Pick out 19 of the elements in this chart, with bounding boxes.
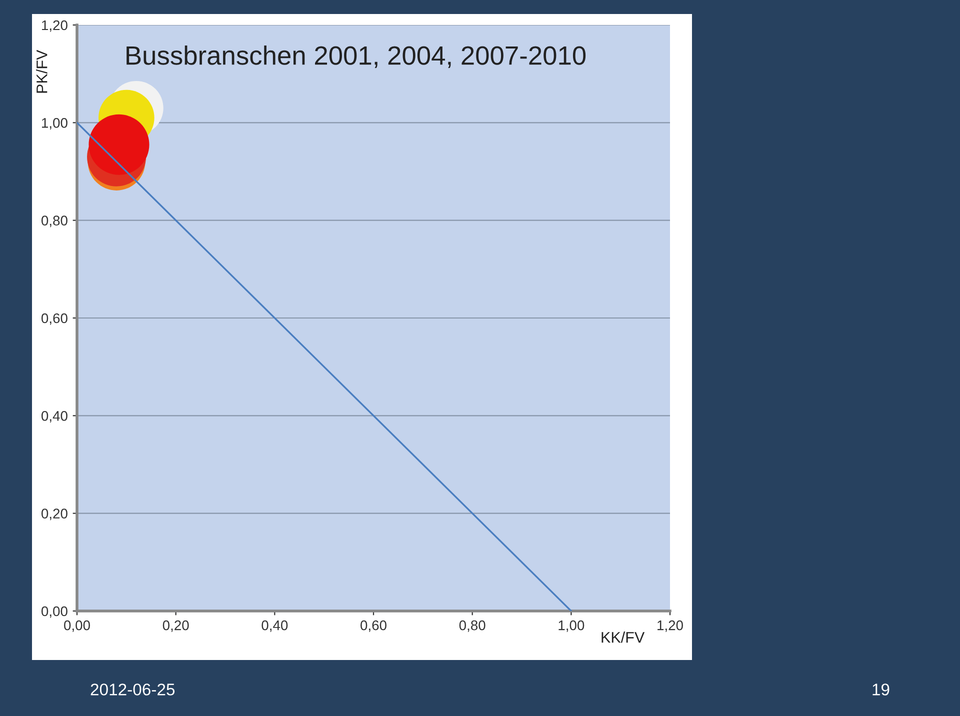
x-tick-label: 1,20: [658, 620, 683, 632]
text: 2012-06-25: [90, 684, 175, 696]
x-tick-label: 0,40: [262, 620, 288, 632]
y-tick-label: 0,40: [41, 411, 68, 422]
y-tick-label: 1,00: [42, 118, 68, 130]
y-tick-label: 1,20: [42, 20, 68, 32]
text: Bussbranschen 2001, 2004, 2007-2010: [126, 46, 586, 68]
x-tick-label: 0,20: [162, 620, 189, 632]
x-tick-label: 0,80: [459, 620, 486, 632]
x-tick-label: 0,00: [64, 620, 90, 632]
y-tick-label: 0,80: [41, 216, 68, 228]
y-tick-label: 0,60: [41, 313, 68, 325]
y-axis-title: PK/FV: [36, 50, 48, 93]
text: 19: [872, 684, 890, 696]
x-tick-label: 0,60: [360, 620, 386, 632]
y-tick-label: 0,00: [41, 606, 68, 618]
x-tick-label: 1,00: [558, 620, 584, 632]
x-axis-title: KK/FV: [602, 632, 645, 643]
y-tick-label: 0,20: [41, 508, 68, 520]
